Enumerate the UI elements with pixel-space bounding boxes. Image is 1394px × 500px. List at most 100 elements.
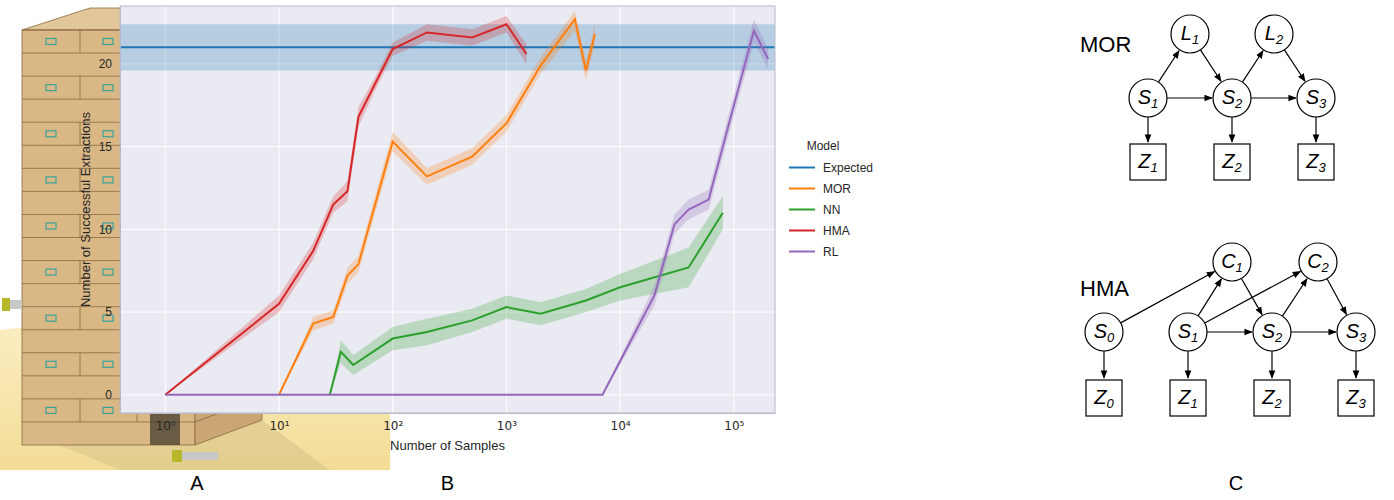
- node-subscript: 1: [1150, 160, 1157, 175]
- node-circle: [1085, 313, 1123, 351]
- y-axis-title: Number of Successful Extractions: [78, 111, 93, 307]
- marker-tag: [46, 407, 56, 413]
- node-letter: C: [1307, 250, 1322, 272]
- series-line: [120, 46, 775, 48]
- grid: [120, 6, 775, 413]
- edge: [1291, 331, 1336, 332]
- x-tick-label: 10¹: [269, 419, 289, 433]
- node-letter: Z: [1305, 150, 1319, 172]
- x-tick-label: 10⁵: [724, 419, 744, 433]
- edge: [1158, 51, 1179, 82]
- node-label: S1: [1178, 320, 1199, 345]
- node-box: [1298, 144, 1334, 180]
- confidence-band: [330, 196, 723, 395]
- marker-tag: [46, 361, 56, 367]
- y-tick-label: 5: [105, 305, 112, 319]
- x-tick-label: 10⁴: [611, 419, 631, 433]
- node-subscript: 1: [1191, 330, 1198, 345]
- node-letter: C: [1221, 250, 1236, 272]
- pusher: [8, 300, 22, 309]
- legend-label: Expected: [823, 161, 873, 175]
- edge: [1355, 351, 1356, 378]
- node-label: C2: [1307, 250, 1329, 275]
- node-label: S3: [1346, 320, 1367, 345]
- edge: [1241, 278, 1262, 314]
- edge: [1315, 117, 1316, 142]
- y-tick: 5: [105, 305, 120, 319]
- block-edge: [80, 399, 81, 422]
- node-subscript: 1: [1236, 260, 1243, 275]
- y-tick-label: 0: [105, 388, 112, 402]
- node-circle: [1171, 15, 1209, 53]
- legend: ModelExpectedMORNNHMARL: [789, 139, 873, 259]
- marks: [120, 11, 775, 395]
- node-circle: [1299, 243, 1337, 281]
- node-label: Z3: [1305, 150, 1326, 175]
- marker-tag: [46, 269, 56, 275]
- legend-label: RL: [823, 245, 839, 259]
- y-tick-label: 20: [99, 57, 113, 71]
- y-tick-label: 10: [99, 223, 113, 237]
- node-label: Z2: [1221, 150, 1242, 175]
- confidence-band: [165, 16, 526, 395]
- marker-tag: [46, 85, 56, 91]
- y-tick-label: 15: [99, 140, 113, 154]
- block-edge: [80, 76, 81, 99]
- marker-tag: [46, 39, 56, 45]
- panel-c: MORL1L2S1S2S3Z1Z2Z3HMAC1C2S0S1S2S3Z0Z1Z2…: [1080, 15, 1375, 416]
- plot-frame: [120, 6, 775, 413]
- panel-letter: B: [441, 472, 454, 494]
- node-letter: S: [1138, 86, 1152, 108]
- edge: [1271, 351, 1272, 378]
- y-tick: 20: [99, 57, 120, 71]
- y-grid-line: [120, 146, 775, 147]
- edge: [1284, 50, 1305, 81]
- edge: [1242, 51, 1263, 82]
- marker-tag: [103, 361, 113, 367]
- series-line: [165, 31, 768, 395]
- block-edge: [80, 353, 81, 376]
- node-circle: [1213, 243, 1251, 281]
- marker-tag: [103, 131, 113, 137]
- edge: [1121, 272, 1215, 323]
- node-letter: S: [1222, 86, 1236, 108]
- edge: [1251, 97, 1296, 98]
- x-axis: 10⁰10¹10²10³10⁴10⁵: [121, 413, 776, 433]
- y-tick: 0: [105, 388, 120, 402]
- x-tick: 10²: [383, 413, 403, 433]
- node-subscript: 3: [1358, 396, 1366, 411]
- pusher-end: [172, 450, 182, 462]
- marker-tag: [103, 407, 113, 413]
- node-letter: L: [1265, 22, 1276, 44]
- node-subscript: 1: [1190, 396, 1197, 411]
- marker-tag: [46, 223, 56, 229]
- edge: [1167, 97, 1212, 98]
- x-tick-label: 10²: [383, 419, 403, 433]
- node-subscript: 2: [1273, 396, 1282, 411]
- legend-label: MOR: [823, 182, 851, 196]
- node-subscript: 3: [1318, 160, 1326, 175]
- x-tick: 10⁴: [611, 413, 631, 433]
- legend-swatch: [789, 230, 815, 232]
- node-circle: [1213, 79, 1251, 117]
- node-letter: Z: [1261, 386, 1275, 408]
- node-box: [1086, 380, 1122, 416]
- node-circle: [1253, 313, 1291, 351]
- node-letter: Z: [1093, 386, 1107, 408]
- panel-letter: C: [1229, 472, 1243, 494]
- node-letter: L: [1181, 22, 1192, 44]
- plot-background: [120, 6, 775, 413]
- legend-label: HMA: [823, 224, 850, 238]
- marker-tag: [103, 85, 113, 91]
- diagram-title: HMA: [1080, 276, 1129, 301]
- y-tick: 15: [99, 140, 120, 154]
- y-tick: 10: [99, 223, 120, 237]
- node-subscript: 2: [1233, 160, 1242, 175]
- node-label: S0: [1094, 320, 1115, 345]
- node-label: S2: [1262, 320, 1283, 345]
- figure: 10⁰10¹10²10³10⁴10⁵05101520Number of Samp…: [0, 0, 1394, 500]
- node-subscript: 1: [1151, 96, 1158, 111]
- node-circle: [1255, 15, 1293, 53]
- node-box: [1170, 380, 1206, 416]
- node-letter: Z: [1177, 386, 1191, 408]
